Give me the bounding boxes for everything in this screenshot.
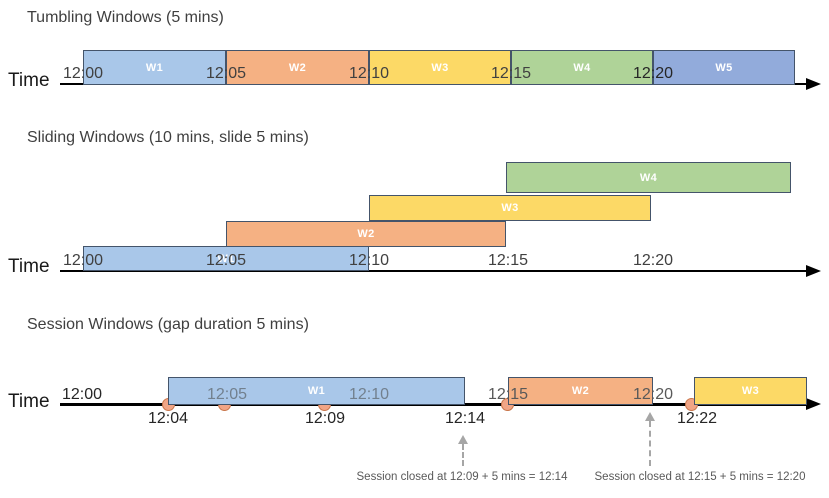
session-tick-1215: 12:15 — [487, 386, 529, 403]
session-window-w1: W1 — [168, 377, 465, 405]
session-window-w3: W3 — [694, 377, 807, 405]
sliding-tick-1200: 12:00 — [62, 252, 104, 269]
tumbling-tick-1210: 12:10 — [348, 65, 390, 82]
tumbling-tick-1205: 12:05 — [205, 65, 247, 82]
sliding-window-w2: W2 — [226, 221, 506, 247]
tumbling-tick-1220: 12:20 — [632, 65, 674, 82]
tumbling-window-w4: W4 — [511, 50, 653, 85]
tumbling-section-title: Tumbling Windows (5 mins) — [27, 9, 224, 26]
sliding-window-w3: W3 — [369, 195, 651, 221]
sliding-time-axis-label: Time — [8, 256, 50, 277]
session-timeline-arrow-icon — [806, 398, 821, 410]
session-tick-1200: 12:00 — [61, 386, 103, 403]
arrow-up-icon — [645, 412, 655, 421]
session-window-w2: W2 — [508, 377, 653, 405]
tumbling-window-w3: W3 — [369, 50, 511, 85]
tumbling-time-axis-label: Time — [8, 70, 50, 91]
sliding-tick-1215: 12:15 — [487, 252, 529, 269]
tumbling-window-w2-label: W2 — [288, 61, 307, 74]
tumbling-window-w2: W2 — [226, 50, 369, 85]
session-window-w1-label: W1 — [307, 385, 326, 397]
tumbling-window-w5: W5 — [653, 50, 795, 85]
session-window-w3-label: W3 — [741, 385, 760, 397]
sliding-section-title: Sliding Windows (10 mins, slide 5 mins) — [27, 129, 309, 146]
event-label-1204: 12:04 — [147, 410, 189, 427]
tumbling-window-w4-label: W4 — [573, 61, 591, 74]
session-tick-1210: 12:10 — [348, 386, 390, 403]
tumbling-window-w1: W1 — [83, 50, 226, 85]
tumbling-timeline-arrow-icon — [806, 78, 821, 90]
sliding-window-w4: W4 — [506, 162, 791, 193]
event-label-1222: 12:22 — [676, 410, 718, 427]
session-closed-arrow-2 — [645, 412, 655, 466]
event-label-1209: 12:09 — [304, 410, 346, 427]
arrow-up-icon — [458, 435, 468, 444]
session-time-axis-label: Time — [8, 391, 50, 412]
session-window-w2-label: W2 — [571, 385, 590, 397]
tumbling-window-w5-label: W5 — [715, 61, 733, 74]
tumbling-window-w3-label: W3 — [431, 61, 449, 74]
session-closed-arrow-1 — [458, 435, 468, 466]
tumbling-tick-1200: 12:00 — [62, 65, 104, 82]
session-closed-annotation-1: Session closed at 12:09 + 5 mins = 12:14 — [356, 471, 568, 483]
sliding-window-w2-label: W2 — [357, 228, 375, 240]
sliding-tick-1205: 12:05 — [205, 252, 247, 269]
session-section-title: Session Windows (gap duration 5 mins) — [27, 316, 309, 333]
sliding-tick-1210: 12:10 — [348, 252, 390, 269]
session-tick-1220: 12:20 — [632, 386, 674, 403]
session-tick-1205: 12:05 — [206, 386, 248, 403]
sliding-timeline — [60, 270, 808, 272]
session-closed-annotation-2: Session closed at 12:15 + 5 mins = 12:20 — [594, 471, 806, 483]
tumbling-window-w1-label: W1 — [145, 61, 164, 74]
tumbling-tick-1215: 12:15 — [490, 65, 532, 82]
sliding-window-w1: W1 — [83, 246, 369, 271]
sliding-tick-1220: 12:20 — [632, 252, 674, 269]
event-label-1214: 12:14 — [444, 410, 486, 427]
sliding-window-w4-label: W4 — [639, 171, 658, 184]
sliding-window-w3-label: W3 — [501, 202, 519, 214]
sliding-window-w1-label: W1 — [217, 252, 235, 265]
sliding-timeline-arrow-icon — [806, 265, 821, 277]
